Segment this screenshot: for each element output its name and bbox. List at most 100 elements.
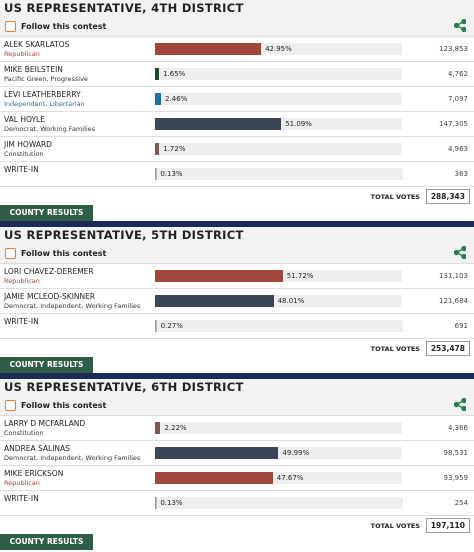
total-label: TOTAL VOTES (370, 522, 420, 530)
vote-bar (155, 93, 162, 105)
bar-track: 51.09% (155, 118, 402, 130)
candidate-row: ALEK SKARLATOS Republican 42.95% 123,853 (0, 36, 474, 61)
separator-band (0, 373, 474, 379)
candidate-party: Constitution (4, 429, 44, 437)
candidate-row: LARRY D MCFARLAND Constitution 2.22% 4,366 (0, 415, 474, 440)
vote-bar (155, 472, 273, 484)
vote-count: 147,305 (439, 120, 468, 128)
candidate-name: MIKE ERICKSON (4, 469, 64, 478)
vote-count: 93,959 (443, 474, 469, 482)
percent-label: 1.65% (163, 70, 186, 78)
candidate-row: MIKE ERICKSON Republican 47.67% 93,959 (0, 465, 474, 490)
total-row: TOTAL VOTES 288,343 (0, 186, 474, 205)
follow-checkbox[interactable] (5, 399, 16, 411)
bar-track: 51.72% (155, 270, 402, 282)
bar-track: 48.01% (155, 295, 402, 307)
total-votes: 197,110 (425, 518, 470, 533)
bar-track: 2.22% (155, 422, 402, 434)
vote-bar (155, 118, 282, 130)
share-glyph[interactable] (453, 245, 467, 260)
vote-count: 4,366 (447, 424, 468, 432)
vote-count: 254 (454, 499, 468, 507)
candidate-name: LORI CHAVEZ-DEREMER (4, 267, 94, 276)
total-label: TOTAL VOTES (370, 193, 420, 201)
bar-track: 2.46% (155, 93, 402, 105)
candidate-row: JIM HOWARD Constitution 1.72% 4,963 (0, 136, 474, 161)
follow-row[interactable]: Follow this contest (0, 395, 474, 415)
vote-bar (155, 422, 161, 434)
vote-bar (155, 143, 160, 155)
percent-label: 2.46% (165, 95, 188, 103)
vote-bar (155, 295, 274, 307)
follow-label[interactable]: Follow this contest (21, 400, 107, 410)
contest-title: US REPRESENTATIVE, 5TH DISTRICT (4, 228, 244, 242)
share-icon[interactable] (453, 18, 467, 34)
follow-label[interactable]: Follow this contest (21, 21, 107, 31)
vote-count: 123,853 (439, 45, 468, 53)
follow-label[interactable]: Follow this contest (21, 248, 107, 258)
vote-bar (155, 43, 262, 55)
candidate-party: Constitution (4, 150, 44, 158)
candidate-name: ANDREA SALINAS (4, 444, 70, 453)
follow-row[interactable]: Follow this contest (0, 243, 474, 263)
candidate-party: Independent, Libertarian (4, 100, 85, 108)
button-row: COUNTY RESULTS (0, 357, 474, 373)
candidate-row: WRITE-IN 0.13% 363 (0, 161, 474, 186)
vote-bar (156, 320, 157, 332)
percent-label: 2.22% (164, 424, 187, 432)
share-icon[interactable] (453, 245, 467, 261)
button-row: COUNTY RESULTS (0, 205, 474, 221)
percent-label: 51.72% (286, 272, 314, 280)
candidate-party: Pacific Green, Progressive (4, 75, 88, 83)
candidate-party: Democrat, Independent, Working Families (4, 454, 141, 462)
candidate-row: LEVI LEATHERBERRY Independent, Libertaria… (0, 86, 474, 111)
county-results-button[interactable]: COUNTY RESULTS (0, 205, 93, 221)
contest: US REPRESENTATIVE, 6TH DISTRICT Follow th… (0, 379, 474, 550)
vote-bar (155, 68, 160, 80)
county-results-button[interactable]: COUNTY RESULTS (0, 534, 93, 550)
candidate-row: LORI CHAVEZ-DEREMER Republican 51.72% 131,1… (0, 263, 474, 288)
bar-track: 0.27% (155, 320, 403, 332)
percent-label: 0.13% (160, 170, 183, 178)
percent-label: 51.09% (285, 120, 312, 128)
candidate-party: Democrat, Independent, Working Families (4, 302, 141, 310)
candidate-name: JAMIE MCLEOD-SKINNER (4, 292, 96, 301)
candidate-row: MIKE BEILSTEIN Pacific Green, Progressive… (0, 61, 474, 86)
share-glyph[interactable] (453, 18, 467, 33)
follow-checkbox[interactable] (5, 20, 16, 32)
share-glyph[interactable] (453, 397, 467, 412)
candidate-party: Democrat, Working Families (4, 125, 96, 133)
contest-title: US REPRESENTATIVE, 6TH DISTRICT (4, 380, 244, 394)
candidate-name: WRITE-IN (4, 317, 39, 326)
bar-track: 1.72% (155, 143, 402, 155)
bar-track: 47.67% (155, 472, 402, 484)
total-votes: 253,478 (425, 341, 470, 356)
contest: US REPRESENTATIVE, 5TH DISTRICT Follow th… (0, 227, 474, 373)
candidate-row: JAMIE MCLEOD-SKINNER Democrat, Independen… (0, 288, 474, 313)
candidate-row: ANDREA SALINAS Democrat, Independent, Wor… (0, 440, 474, 465)
vote-count: 363 (454, 170, 468, 178)
candidate-name: WRITE-IN (4, 494, 39, 503)
candidate-row: WRITE-IN 0.27% 691 (0, 313, 474, 338)
candidate-name: JIM HOWARD (4, 140, 52, 149)
share-icon[interactable] (453, 397, 467, 413)
bar-track: 0.13% (155, 497, 403, 509)
vote-count: 131,103 (439, 272, 468, 280)
contest: US REPRESENTATIVE, 4TH DISTRICT Follow th… (0, 0, 474, 221)
percent-label: 49.99% (282, 449, 310, 457)
percent-label: 42.95% (265, 45, 292, 53)
follow-checkbox[interactable] (5, 247, 16, 259)
vote-count: 98,531 (443, 449, 469, 457)
county-results-button[interactable]: COUNTY RESULTS (0, 357, 93, 373)
vote-count: 4,963 (447, 145, 468, 153)
candidate-row: VAL HOYLE Democrat, Working Families 51.09… (0, 111, 474, 136)
follow-row[interactable]: Follow this contest (0, 16, 474, 36)
bar-track: 49.99% (155, 447, 402, 459)
candidate-name: WRITE-IN (4, 165, 39, 174)
vote-count: 121,684 (439, 297, 468, 305)
candidate-party: Republican (4, 479, 40, 487)
candidate-name: VAL HOYLE (4, 115, 45, 124)
percent-label: 0.13% (160, 499, 183, 507)
